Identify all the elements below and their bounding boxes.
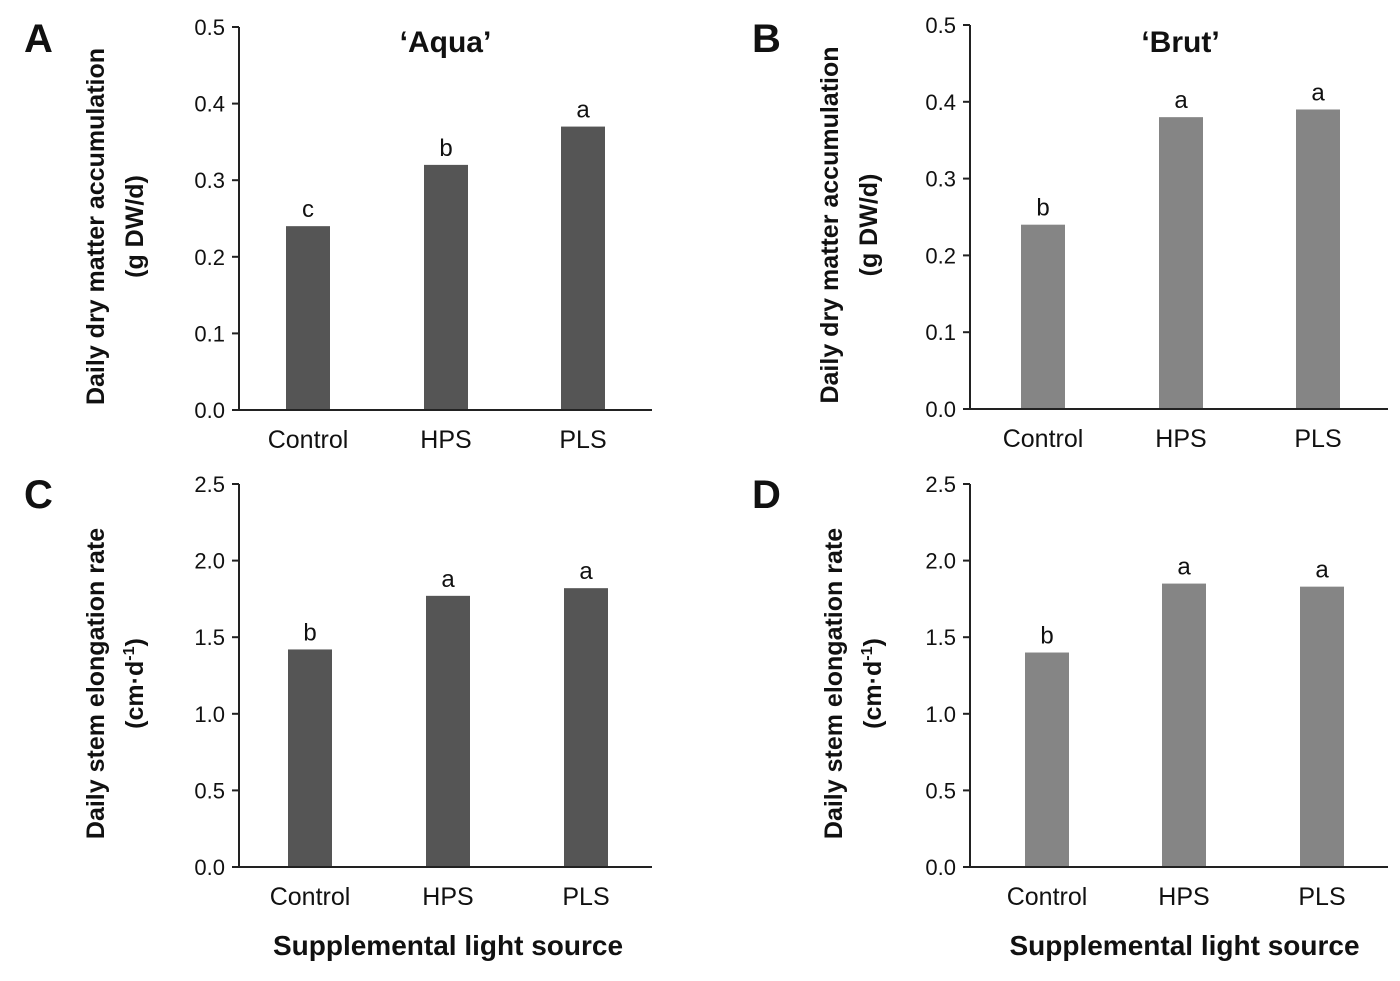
- y-axis-label: Daily stem elongation rate: [82, 528, 110, 839]
- x-tick-label: HPS: [1158, 883, 1209, 911]
- y-tick-label: 1.5: [194, 625, 225, 650]
- bar-pls: [564, 588, 608, 867]
- y-unit-main: (g DW/d): [855, 174, 883, 277]
- chart-title: ‘Aqua’: [400, 26, 492, 59]
- y-unit-main: (cm·d: [859, 661, 887, 729]
- panel-letter: D: [752, 473, 781, 517]
- y-tick-label: 0.5: [925, 13, 956, 38]
- y-tick-label: 0.3: [925, 167, 956, 192]
- y-tick-label: 0.2: [194, 245, 225, 270]
- y-tick-label: 0.1: [194, 321, 225, 346]
- y-tick-label: 1.5: [925, 625, 956, 650]
- bar-control: [1025, 652, 1069, 867]
- y-tick-label: 0.4: [925, 90, 956, 115]
- y-tick-label: 0.2: [925, 243, 956, 268]
- bar-pls: [561, 126, 605, 410]
- bar-pls: [1296, 109, 1340, 409]
- y-tick-label: 2.0: [925, 549, 956, 574]
- x-tick-label: PLS: [1294, 425, 1341, 453]
- panel-d: Db Control a HPS a PLS 0.0 0.5 1.0 1.5 2.0 2.5 Daily…: [752, 472, 1388, 961]
- y-unit-main: (cm·d: [121, 661, 149, 729]
- y-tick-label: 2.5: [925, 472, 956, 497]
- panel-letter: B: [752, 17, 781, 61]
- panel-b: B ‘Brut’ b Control a HPS a PLS 0.0 0.1 0.2 0.3 0.4 0.…: [752, 13, 1388, 453]
- significance-letter: c: [302, 196, 314, 223]
- x-tick-label: PLS: [562, 883, 609, 911]
- x-axis-label: Supplemental light source: [273, 930, 623, 961]
- y-unit-main: (g DW/d): [121, 175, 149, 278]
- significance-letter: b: [439, 135, 452, 162]
- panel-letter: C: [24, 473, 53, 517]
- y-tick-label: 0.5: [925, 778, 956, 803]
- bar-hps: [426, 595, 470, 867]
- significance-letter: b: [1040, 623, 1053, 650]
- y-tick-label: 1.0: [194, 702, 225, 727]
- y-tick-label: 0.3: [194, 168, 225, 193]
- y-tick-label: 0.0: [925, 397, 956, 422]
- x-tick-label: Control: [1007, 883, 1088, 911]
- y-axis-unit: (g DW/d): [855, 174, 883, 277]
- bar-hps: [424, 164, 468, 410]
- y-tick-label: 2.5: [194, 472, 225, 497]
- x-tick-label: Control: [268, 426, 349, 454]
- x-tick-label: PLS: [1298, 883, 1345, 911]
- y-tick-label: 1.0: [925, 702, 956, 727]
- y-unit-close: ): [121, 638, 149, 646]
- bar-hps: [1159, 117, 1203, 409]
- significance-letter: a: [579, 558, 593, 585]
- y-tick-label: 0.0: [194, 398, 225, 423]
- x-tick-label: HPS: [420, 426, 471, 454]
- chart-title: ‘Brut’: [1141, 26, 1219, 59]
- significance-letter: a: [441, 566, 455, 593]
- bar-hps: [1162, 583, 1206, 867]
- bar-pls: [1300, 586, 1344, 867]
- y-tick-label: 0.0: [925, 855, 956, 880]
- x-tick-label: PLS: [559, 426, 606, 454]
- y-tick-label: 0.5: [194, 15, 225, 40]
- y-unit-close: ): [859, 638, 887, 646]
- significance-letter: a: [1311, 79, 1325, 106]
- panel-c: Cb Control a HPS a PLS 0.0 0.5 1.0 1.5 2.0 2.5 Daily…: [24, 472, 652, 961]
- y-axis-unit: (cm·d-1): [859, 638, 887, 729]
- y-tick-label: 0.4: [194, 92, 225, 117]
- bar-control: [286, 226, 330, 410]
- significance-letter: a: [1174, 87, 1188, 114]
- y-axis-unit: (cm·d-1): [121, 638, 149, 729]
- y-axis-label: Daily stem elongation rate: [820, 528, 848, 839]
- x-tick-label: HPS: [422, 883, 473, 911]
- y-tick-label: 0.1: [925, 320, 956, 345]
- significance-letter: a: [1315, 557, 1329, 584]
- panel-letter: A: [24, 17, 53, 61]
- bar-control: [288, 649, 332, 867]
- x-tick-label: Control: [270, 883, 351, 911]
- y-unit-superscript: -1: [859, 646, 876, 660]
- significance-letter: a: [576, 97, 590, 124]
- x-tick-label: HPS: [1155, 425, 1206, 453]
- y-tick-label: 0.5: [194, 778, 225, 803]
- panel-a: A ‘Aqua’ c Control b HPS a PLS 0.0 0.1 0.2 0.3 0.4 0.…: [24, 15, 652, 454]
- significance-letter: a: [1177, 554, 1191, 581]
- x-axis-label: Supplemental light source: [1009, 930, 1359, 961]
- y-tick-label: 2.0: [194, 549, 225, 574]
- bar-control: [1021, 224, 1065, 409]
- y-tick-label: 0.0: [194, 855, 225, 880]
- significance-letter: b: [1036, 195, 1049, 222]
- x-tick-label: Control: [1003, 425, 1084, 453]
- y-axis-unit: (g DW/d): [121, 175, 149, 278]
- y-axis-label: Daily dry matter accumulation: [816, 46, 844, 403]
- y-unit-superscript: -1: [121, 646, 138, 660]
- y-axis-label: Daily dry matter accumulation: [82, 48, 110, 405]
- significance-letter: b: [303, 619, 316, 646]
